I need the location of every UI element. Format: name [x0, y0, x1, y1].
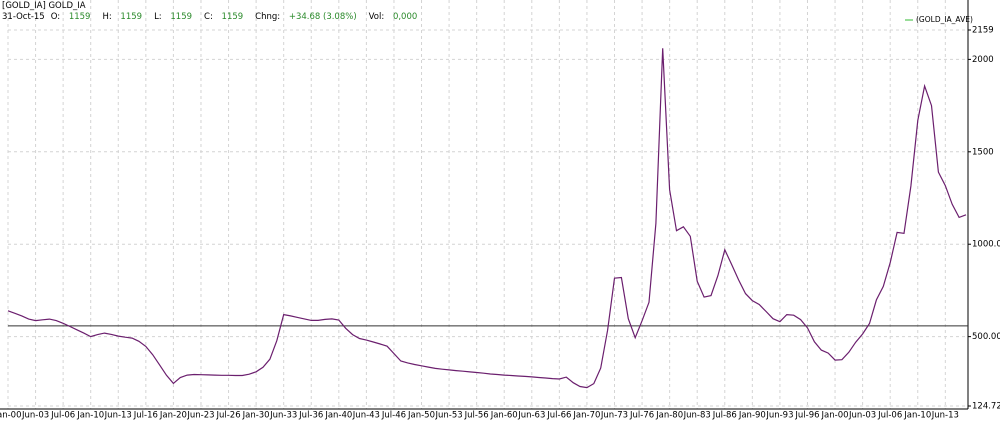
legend: (GOLD_IA_AVE) [905, 15, 973, 24]
x-tick-label: Jan-10 [76, 411, 104, 421]
date: 31-Oct-15 [2, 12, 45, 22]
symbol: [GOLD_IA] GOLD_IA [2, 1, 86, 11]
x-tick-label: Jun-13 [931, 411, 959, 421]
x-tick-label: Jul-96 [794, 411, 819, 421]
quote-field: O: 1159 [51, 12, 97, 22]
x-tick-label: Jan-90 [738, 411, 766, 421]
quote-line: 31-Oct-15 O: 1159 H: 1159 L: 1159 C: 1159 Chn… [2, 12, 429, 23]
x-tick-label: Jul-56 [464, 411, 489, 421]
x-tick-label: Jul-06 [877, 411, 902, 421]
x-tick-label: Jul-66 [546, 411, 571, 421]
x-tick-label: Jan-50 [407, 411, 435, 421]
x-tick-label: Jul-06 [50, 411, 75, 421]
price-line [7, 48, 967, 389]
x-tick-label: Jun-03 [21, 411, 49, 421]
y-tick-label: 2159 [972, 26, 994, 36]
x-tick-label: Jul-46 [381, 411, 406, 421]
quote-field: Chng: +34.68 (3.08%) [255, 12, 362, 22]
quote-field: L: 1159 [154, 12, 198, 22]
x-tick-label: Jul-36 [298, 411, 323, 421]
y-tick-label: 500.00 [972, 332, 1000, 342]
field-value: 0,000 [392, 12, 418, 22]
field-label: C: [204, 12, 213, 22]
x-tick-label: Jun-73 [600, 411, 628, 421]
x-tick-label: Jan-40 [324, 411, 352, 421]
field-value: 1159 [68, 12, 91, 22]
y-tick-label: 1500 [972, 147, 994, 157]
field-value: 1159 [221, 12, 244, 22]
x-tick-label: Jan-00 [821, 411, 849, 421]
x-tick-label: Jun-03 [848, 411, 876, 421]
y-tick-label: 1000.00 [972, 240, 1000, 250]
field-label: Chng: [255, 12, 281, 22]
x-tick-label: Jun-13 [104, 411, 132, 421]
x-tick-label: Jul-26 [215, 411, 240, 421]
y-tick-label: 124.72 [972, 402, 1000, 412]
field-label: Vol: [368, 12, 385, 22]
x-tick-label: Jun-93 [765, 411, 793, 421]
x-tick-label: Jun-63 [517, 411, 545, 421]
y-tick-label: 2000 [972, 55, 994, 65]
field-value: +34.68 (3.08%) [288, 12, 357, 22]
x-tick-label: Jun-53 [435, 411, 463, 421]
quote-field: Vol: 0,000 [369, 12, 424, 22]
x-tick-label: Jan-30 [242, 411, 270, 421]
x-tick-label: Jul-76 [629, 411, 654, 421]
x-tick-label: Jun-43 [352, 411, 380, 421]
x-tick-label: Jan-80 [655, 411, 683, 421]
field-label: L: [154, 12, 162, 22]
plot-area [8, 0, 968, 409]
x-tick-label: Jan-20 [159, 411, 187, 421]
x-tick-label: Jan-70 [572, 411, 600, 421]
field-value: 1159 [120, 12, 143, 22]
header: [GOLD_IA] GOLD_IA 31-Oct-15 O: 1159 H: 115… [2, 1, 429, 23]
quote-field: H: 1159 [102, 12, 148, 22]
x-tick-label: Jan-10 [903, 411, 931, 421]
x-tick-label: Jul-16 [133, 411, 158, 421]
x-tick-label: Jul-86 [712, 411, 737, 421]
quote-field: C: 1159 [204, 12, 249, 22]
x-tick-label: Jan-60 [490, 411, 518, 421]
x-tick-label: Jun-33 [269, 411, 297, 421]
field-label: H: [102, 12, 112, 22]
x-tick-label: Jun-83 [683, 411, 711, 421]
x-tick-label: Jan-00 [0, 411, 22, 421]
legend-label: (GOLD_IA_AVE) [916, 15, 973, 24]
field-value: 1159 [170, 12, 193, 22]
field-label: O: [50, 12, 61, 22]
x-tick-label: Jun-23 [186, 411, 214, 421]
